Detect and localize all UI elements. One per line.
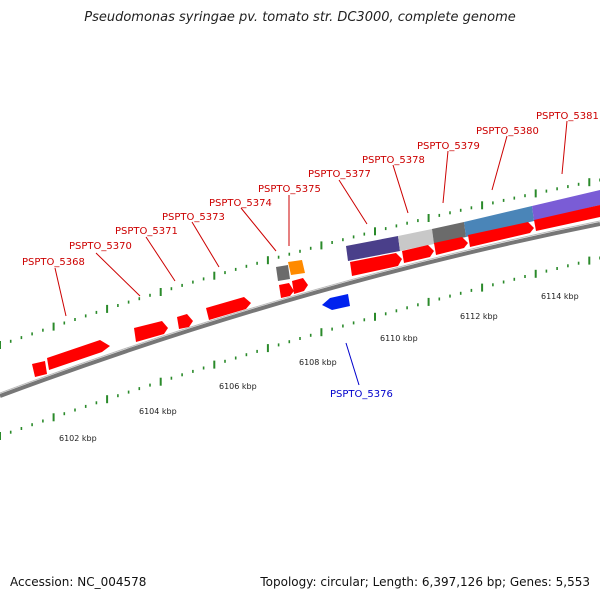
accession-text: Accession: NC_004578 (10, 575, 147, 589)
scale-tick-label: 6106 kbp (219, 382, 257, 391)
gene-label[interactable]: PSPTO_5373 (162, 212, 225, 223)
scale-tick-label: 6110 kbp (380, 334, 418, 343)
gene-arrow[interactable] (134, 321, 168, 342)
annotation-block-purple (346, 236, 400, 261)
gene-arrow[interactable] (279, 283, 294, 298)
gene-arrow[interactable] (350, 253, 402, 276)
gene-label[interactable]: PSPTO_5379 (417, 141, 480, 152)
gene-arrow[interactable] (47, 340, 110, 370)
gene-label-reverse[interactable]: PSPTO_5376 (330, 389, 393, 400)
annotation-block-steel (464, 206, 534, 237)
map-title: Pseudomonas syringae pv. tomato str. DC3… (84, 10, 516, 25)
gene-arrow[interactable] (206, 297, 251, 320)
upper-annotation-blocks (276, 190, 600, 281)
annotation-block-silver (398, 229, 434, 251)
scale-tick-label: 6108 kbp (299, 358, 337, 367)
gene-label[interactable]: PSPTO_5378 (362, 155, 425, 166)
reverse-label-leader (345, 342, 360, 386)
gene-arrow[interactable] (292, 278, 308, 294)
gene-label[interactable]: PSPTO_5377 (308, 169, 371, 180)
gene-arrow[interactable] (402, 245, 434, 263)
gene-arrow[interactable] (32, 361, 47, 377)
forward-genes (32, 205, 600, 377)
annotation-block-lavender (532, 190, 600, 221)
gene-arrow[interactable] (468, 222, 534, 247)
annotation-block-orange (288, 260, 305, 275)
gene-label[interactable]: PSPTO_5381 (536, 111, 599, 122)
genome-backbone (0, 222, 600, 398)
gene-arrow[interactable] (534, 205, 600, 231)
genome-summary-text: Topology: circular; Length: 6,397,126 bp… (260, 575, 590, 589)
scale-tick-labels: 6102 kbp 6104 kbp 6106 kbp 6108 kbp 6110… (59, 292, 579, 443)
gene-label[interactable]: PSPTO_5375 (258, 184, 321, 195)
forward-gene-labels: PSPTO_5368 PSPTO_5370 PSPTO_5371 PSPTO_5… (22, 111, 599, 268)
gene-label[interactable]: PSPTO_5374 (209, 198, 272, 209)
scale-tick-label: 6112 kbp (460, 312, 498, 321)
annotation-block-small-gray (276, 265, 290, 281)
reverse-gene-arrow[interactable] (322, 294, 350, 310)
label-leaders (54, 120, 568, 317)
scale-tick-label: 6114 kbp (541, 292, 579, 301)
gene-label[interactable]: PSPTO_5368 (22, 257, 85, 268)
gene-label[interactable]: PSPTO_5371 (115, 226, 178, 237)
gene-arrow[interactable] (434, 237, 468, 255)
upper-feature-track (0, 178, 600, 349)
lower-scale-track (0, 256, 600, 440)
gene-arrow[interactable] (177, 314, 193, 329)
scale-tick-label: 6104 kbp (139, 407, 177, 416)
gene-label[interactable]: PSPTO_5380 (476, 126, 539, 137)
scale-tick-label: 6102 kbp (59, 434, 97, 443)
gene-label[interactable]: PSPTO_5370 (69, 241, 132, 252)
